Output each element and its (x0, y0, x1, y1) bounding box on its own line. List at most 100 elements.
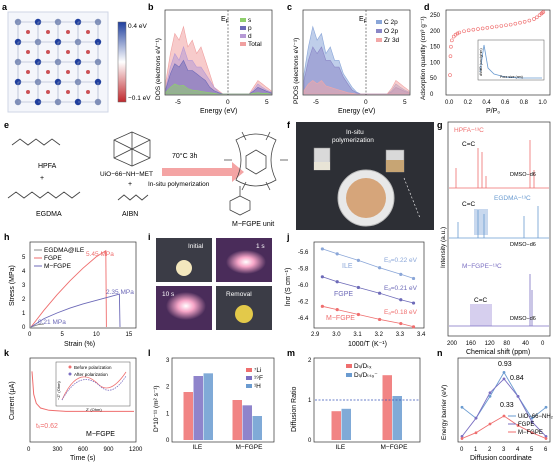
data-point (502, 377, 506, 381)
x-ticks: 0.0 0.2 0.4 0.6 0.8 1.0 (445, 100, 547, 106)
egdma-label: EGDMA (36, 211, 62, 218)
uio-label: UiO−66−NH−MET (100, 171, 153, 178)
x-tick: 0.0 (445, 100, 454, 106)
data-point (530, 416, 534, 420)
data-point (411, 276, 416, 281)
egdma-nmr-spectrum (449, 206, 549, 239)
category-label: ILE (193, 444, 203, 451)
mfgpe-nmr-spectrum (449, 274, 549, 327)
category-label: M−FGPE (236, 444, 264, 451)
y-axis-label: Current (μA) (9, 381, 16, 420)
legend-label: O 2p (384, 28, 398, 35)
crystal-lattice (14, 18, 102, 106)
bar (193, 376, 203, 440)
legend: UiO−66−NH₂ FGPE M−FGPE (508, 414, 554, 436)
legend-label: C 2p (384, 19, 398, 26)
lattice-site (86, 70, 90, 74)
data-point (471, 27, 476, 32)
lattice-site (26, 30, 30, 34)
data-point (378, 317, 382, 322)
x-tick: 5 (61, 332, 65, 338)
y-tick: -6.4 (298, 316, 309, 322)
bar (392, 396, 402, 440)
data-point (460, 437, 464, 440)
x-tick: 5 (403, 99, 407, 106)
legend-swatch (246, 384, 252, 388)
data-point (502, 414, 506, 418)
lattice-site (86, 50, 90, 54)
panel-letter: m (287, 348, 295, 358)
x-ticks: 0 5 10 15 (28, 332, 133, 338)
data-point (494, 24, 499, 29)
mfgpe-nmr-label: M−FGPE−¹³C (462, 263, 502, 270)
data-point (488, 394, 492, 398)
plot-frame (29, 241, 137, 329)
x-tick: 2 (488, 447, 492, 453)
x-tick: 3 (502, 447, 506, 453)
x-axis-label: P/P₀ (486, 108, 500, 115)
x-tick: 80 (503, 341, 510, 347)
after-polarization-curve (61, 375, 127, 401)
cc-label: C=C (462, 141, 475, 148)
x-tick: -5 (175, 99, 181, 106)
data-point (320, 304, 324, 308)
reaction-arrow (162, 162, 244, 182)
x-tick: 3.1 (353, 332, 362, 338)
y-tick: 2 (308, 358, 312, 364)
lattice-site (26, 50, 30, 54)
hpfa-nmr-spectrum (449, 140, 549, 189)
legend-label: Dₗᵢ/Dₜₓ (354, 363, 372, 370)
series-line (30, 249, 107, 328)
x-tick: 1.0 (538, 100, 547, 106)
pdos-plot (303, 25, 410, 95)
panel-f: f In-situ polymerization (287, 120, 434, 230)
x-tick: 3.2 (375, 332, 384, 338)
data-point (474, 416, 478, 420)
dmso-label: DMSO−d6 (510, 242, 536, 248)
photo-10s: 10 s (156, 286, 212, 330)
data-point (530, 420, 534, 424)
x-tick: 900 (104, 447, 115, 453)
data-point (490, 25, 494, 29)
bar (341, 408, 351, 440)
legend-swatch (346, 364, 352, 368)
data-point (541, 10, 546, 14)
data-point (335, 280, 339, 284)
plot-frame (302, 9, 411, 96)
data-point (504, 23, 508, 28)
y-tick: 250 (430, 13, 441, 19)
x-tick: 160 (466, 341, 477, 347)
data-point (457, 30, 462, 35)
legend-label: ⁷Li (254, 367, 261, 374)
x-tick: 3.4 (417, 332, 426, 338)
panel-letter: n (437, 348, 443, 358)
mfgpe-strength-annotation: 2.35 MPa (106, 289, 134, 296)
lattice-site (46, 70, 50, 74)
y-tick: -5.6 (298, 250, 309, 256)
lattice-site (46, 50, 50, 54)
data-point (356, 258, 360, 262)
data-point (516, 424, 520, 427)
x-tick: 600 (78, 447, 89, 453)
panel-m: m 0 1 2 ILE M−FGPE Dₗᵢ/Dₜₓ Dₗᵢ/Dₜₛ₉⁻ Diffusi… (287, 348, 421, 451)
data-point (411, 301, 416, 305)
x-tick: 4 (516, 447, 520, 453)
y-axis-label: Energy barrier (eV) (441, 385, 448, 440)
y-tick: 3 (166, 358, 170, 364)
plot-frame (164, 9, 273, 96)
inset-frame (477, 39, 545, 81)
legend-label: s (248, 17, 252, 24)
legend-label: M−FGPE (518, 430, 543, 436)
fgpe-line-label: FGPE (334, 291, 353, 298)
bar (183, 392, 193, 440)
panel-e: e HPFA + EGDMA UiO−66−NH−MET + AIBN 70°C… (4, 120, 288, 228)
svg-text:Initial: Initial (188, 243, 204, 250)
legend-label: ¹⁹F (254, 375, 263, 382)
legend-label: UiO−66−NH₂ (518, 414, 554, 420)
panel-letter: b (148, 2, 154, 12)
y-axis-label: Adsorption quantity (cm³ g⁻¹) (420, 16, 427, 100)
y-tick: 4 (22, 269, 26, 275)
data-point (450, 38, 454, 43)
data-point (449, 44, 453, 49)
legend-swatch (240, 26, 246, 30)
